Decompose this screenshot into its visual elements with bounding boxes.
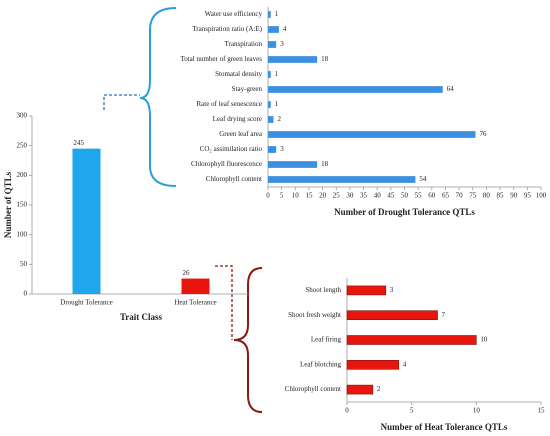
bar	[268, 56, 318, 63]
y-tick-label: Leaf drying score	[213, 115, 262, 123]
bar	[346, 384, 374, 395]
bar	[268, 101, 271, 108]
x-tick-label: Drought Tolerance	[60, 299, 112, 307]
x-axis-label: Trait Class	[120, 312, 163, 322]
value-label: 7	[442, 311, 446, 319]
y-tick-label: Chlorophyll content	[206, 175, 262, 183]
y-tick-label: Transpiration	[225, 40, 263, 48]
x-tick-label: 35	[360, 192, 368, 200]
bar	[268, 86, 443, 93]
bar	[346, 335, 477, 345]
x-tick-label: 0	[266, 192, 270, 200]
x-tick-label: 5	[280, 192, 284, 200]
y-tick-label: Chlorophyll fluorescence	[191, 160, 262, 168]
value-label: 4	[283, 25, 287, 33]
x-tick-label: 15	[538, 407, 546, 415]
y-tick-label: Green leaf area	[219, 130, 263, 138]
value-label: 3	[280, 145, 284, 153]
bar	[268, 131, 476, 138]
bar	[346, 310, 438, 321]
x-tick-label: 85	[497, 192, 505, 200]
x-tick-label: 100	[536, 192, 547, 200]
x-tick-label: 5	[410, 407, 414, 415]
x-tick-label: 25	[333, 192, 341, 200]
value-label: 18	[321, 160, 329, 168]
x-tick-label: 10	[292, 192, 300, 200]
value-label: 26	[183, 269, 191, 277]
bar	[268, 116, 274, 123]
bar	[268, 41, 277, 48]
value-label: 76	[479, 130, 487, 138]
x-tick-label: 0	[345, 407, 349, 415]
value-label: 18	[321, 55, 329, 63]
y-tick-label: Water use efficiency	[205, 10, 263, 18]
x-tick-label: 75	[469, 192, 477, 200]
bar	[346, 285, 387, 296]
y-tick-label: Stomatal density	[215, 70, 262, 78]
bar	[268, 71, 271, 78]
y-tick-label: Stay-green	[232, 85, 263, 93]
y-tick-label: Rate of leaf senescence	[197, 100, 263, 108]
y-tick-label: 100	[17, 230, 28, 238]
x-tick-label: 20	[319, 192, 327, 200]
y-tick-label: 200	[17, 171, 28, 179]
value-label: 54	[419, 175, 427, 183]
y-tick-label: Transpiration ratio (A:E)	[192, 25, 262, 33]
bar	[268, 26, 279, 33]
x-tick-label: Heat Tolerance	[174, 299, 216, 307]
bar	[268, 176, 416, 183]
x-tick-label: 65	[442, 192, 450, 200]
value-label: 3	[390, 286, 394, 294]
x-axis-label: Number of Heat Tolerance QTLs	[381, 422, 508, 432]
y-tick-label: 300	[17, 112, 28, 120]
y-tick-label: Shoot length	[305, 286, 341, 294]
value-label: 2	[377, 385, 381, 393]
connector	[215, 265, 233, 340]
value-label: 2	[277, 115, 281, 123]
x-tick-label: 50	[401, 192, 409, 200]
x-tick-label: 55	[415, 192, 423, 200]
y-tick-label: Total number of green leaves	[180, 55, 262, 63]
bar	[181, 278, 210, 294]
value-label: 1	[275, 70, 279, 78]
bar	[268, 11, 271, 18]
bar	[72, 148, 101, 294]
value-label: 10	[480, 336, 488, 344]
value-label: 64	[447, 85, 455, 93]
x-tick-label: 10	[473, 407, 481, 415]
bracket	[233, 267, 263, 413]
y-tick-label: Shoot fresh weight	[288, 311, 341, 319]
x-tick-label: 60	[428, 192, 436, 200]
x-tick-label: 95	[524, 192, 532, 200]
connector	[103, 94, 140, 110]
bar	[268, 161, 318, 168]
x-tick-label: 90	[510, 192, 518, 200]
bar	[346, 359, 400, 370]
x-tick-label: 40	[374, 192, 382, 200]
y-tick-label: Leaf firing	[311, 336, 342, 344]
x-tick-label: 45	[387, 192, 395, 200]
bar	[268, 146, 277, 153]
value-label: 4	[403, 360, 407, 368]
x-tick-label: 15	[305, 192, 313, 200]
value-label: 1	[275, 100, 279, 108]
y-tick-label: 50	[20, 260, 28, 268]
x-axis-label: Number of Drought Tolerance QTLs	[334, 207, 475, 217]
value-label: 3	[280, 40, 284, 48]
x-tick-label: 80	[483, 192, 491, 200]
y-tick-label: CO₂ assimilation ratio	[200, 145, 263, 153]
y-tick-label: 150	[17, 201, 28, 209]
y-tick-label: Leaf blotching	[300, 360, 342, 368]
x-tick-label: 30	[346, 192, 354, 200]
y-tick-label: Chlorophyll content	[285, 385, 341, 393]
bracket	[139, 7, 177, 187]
y-axis-label: Number of QTLs	[3, 171, 13, 238]
y-tick-label: 250	[17, 141, 28, 149]
value-label: 245	[74, 139, 85, 147]
x-tick-label: 70	[456, 192, 464, 200]
value-label: 1	[275, 10, 279, 18]
y-tick-label: 0	[24, 290, 28, 298]
